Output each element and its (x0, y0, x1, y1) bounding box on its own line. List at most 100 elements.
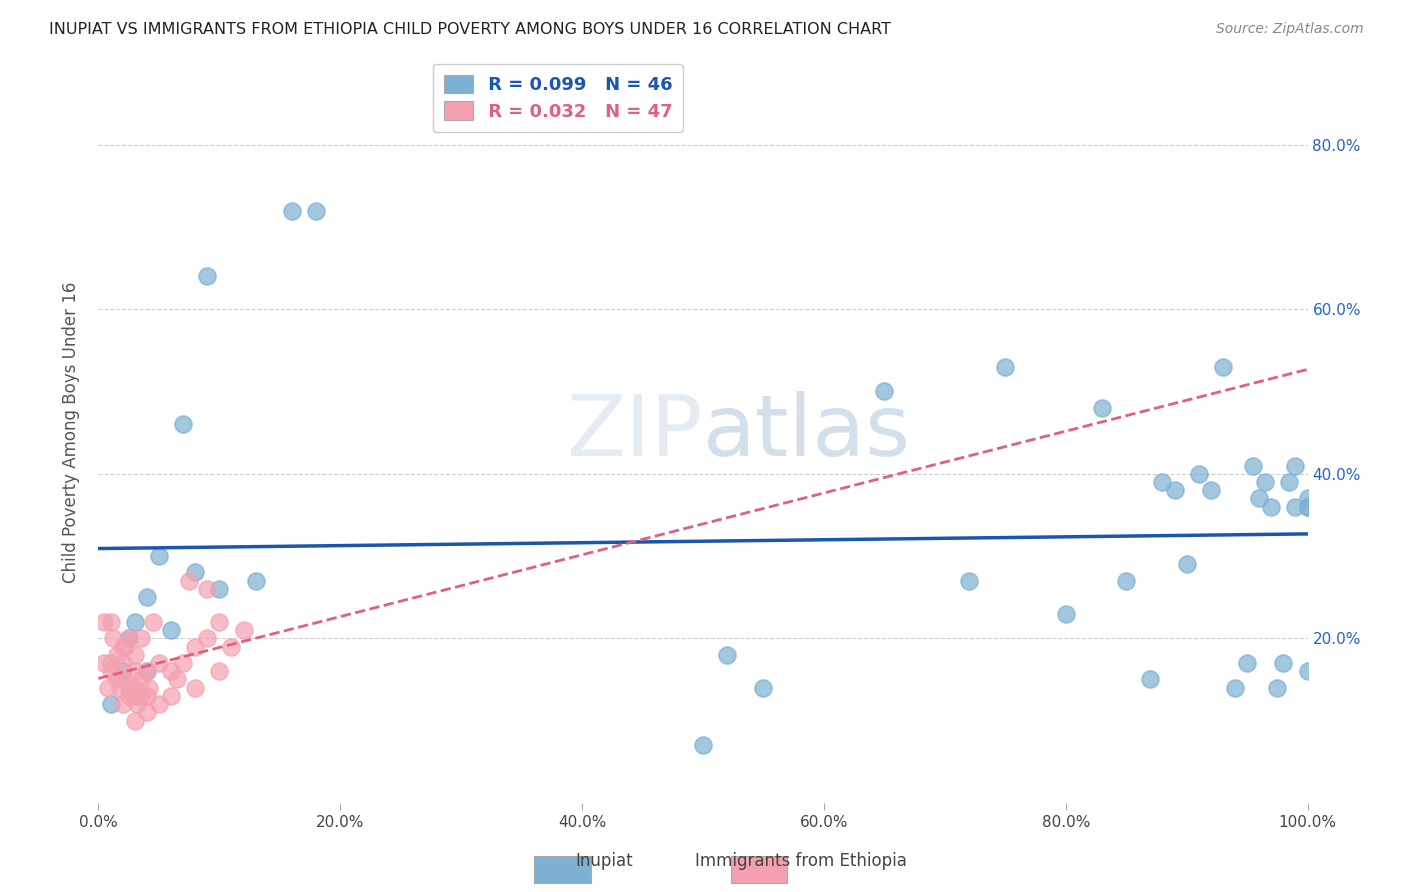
Point (100, 656, 122, 670)
Point (1254, 475, 1277, 489)
Point (135, 590, 157, 604)
Point (195, 269, 218, 284)
Point (124, 714, 146, 728)
Point (208, 664, 231, 678)
Point (195, 582, 218, 596)
Point (221, 640, 243, 654)
Point (108, 681, 131, 695)
Point (135, 664, 157, 678)
Point (1272, 656, 1295, 670)
Point (124, 664, 146, 678)
Point (129, 632, 152, 646)
Point (124, 615, 146, 629)
Text: atlas: atlas (703, 391, 911, 475)
Point (93, 656, 115, 670)
Point (172, 656, 194, 670)
Point (716, 648, 738, 662)
Point (245, 574, 267, 588)
Point (135, 689, 157, 703)
Point (101, 632, 124, 646)
Point (1296, 500, 1319, 514)
Y-axis label: Child Poverty Among Boys Under 16: Child Poverty Among Boys Under 16 (62, 282, 80, 583)
Point (105, 673, 128, 687)
Point (195, 632, 218, 646)
Point (184, 640, 207, 654)
Point (118, 681, 141, 695)
Point (1115, 574, 1137, 588)
Point (93, 615, 115, 629)
Point (692, 738, 714, 752)
Point (232, 623, 254, 637)
Point (111, 640, 134, 654)
Point (1175, 558, 1198, 572)
Point (1212, 359, 1234, 374)
Point (111, 664, 134, 678)
Point (138, 681, 160, 695)
Point (1054, 607, 1077, 621)
Point (124, 689, 146, 703)
Point (1188, 467, 1211, 481)
Point (1296, 491, 1319, 506)
Point (97, 681, 120, 695)
Point (1260, 500, 1282, 514)
Text: INUPIAT VS IMMIGRANTS FROM ETHIOPIA CHILD POVERTY AMONG BOYS UNDER 16 CORRELATIO: INUPIAT VS IMMIGRANTS FROM ETHIOPIA CHIL… (49, 22, 891, 37)
Point (124, 648, 146, 662)
Point (111, 656, 134, 670)
Point (1152, 475, 1174, 489)
Point (100, 697, 122, 711)
Legend:  R = 0.099   N = 46,  R = 0.032   N = 47: R = 0.099 N = 46, R = 0.032 N = 47 (433, 64, 683, 132)
Point (1296, 500, 1319, 514)
Point (105, 648, 128, 662)
Point (111, 697, 134, 711)
Point (148, 656, 170, 670)
Point (127, 697, 149, 711)
Point (135, 706, 157, 720)
Point (1284, 500, 1306, 514)
Text: Source: ZipAtlas.com: Source: ZipAtlas.com (1216, 22, 1364, 37)
Point (994, 359, 1017, 374)
Point (135, 664, 157, 678)
Text: ZIP: ZIP (567, 391, 703, 475)
Point (873, 384, 896, 399)
Point (305, 203, 328, 218)
Point (118, 632, 141, 646)
Point (148, 697, 170, 711)
Point (172, 417, 194, 432)
Point (1267, 681, 1289, 695)
Point (208, 582, 231, 596)
Point (1278, 475, 1301, 489)
Point (1139, 673, 1161, 687)
Point (208, 615, 231, 629)
Point (100, 664, 122, 678)
Point (124, 681, 146, 695)
Point (129, 673, 152, 687)
Point (184, 566, 207, 580)
Point (142, 615, 165, 629)
Point (160, 623, 183, 637)
Point (111, 673, 134, 687)
Point (129, 689, 152, 703)
Point (100, 615, 122, 629)
Point (114, 640, 136, 654)
Point (1296, 664, 1319, 678)
Point (1223, 681, 1246, 695)
Point (160, 689, 183, 703)
Point (1199, 483, 1222, 498)
Point (166, 673, 188, 687)
Point (184, 681, 207, 695)
Point (957, 574, 980, 588)
Point (1091, 401, 1114, 415)
Text: Immigrants from Ethiopia: Immigrants from Ethiopia (696, 852, 907, 870)
Point (148, 549, 170, 563)
Point (118, 689, 141, 703)
Point (1241, 458, 1264, 473)
Point (1163, 483, 1185, 498)
Point (160, 664, 183, 678)
Point (281, 203, 304, 218)
Text: Inupiat: Inupiat (576, 852, 633, 870)
Point (179, 574, 201, 588)
Point (118, 632, 141, 646)
Point (1284, 458, 1306, 473)
Point (752, 681, 775, 695)
Point (1236, 656, 1258, 670)
